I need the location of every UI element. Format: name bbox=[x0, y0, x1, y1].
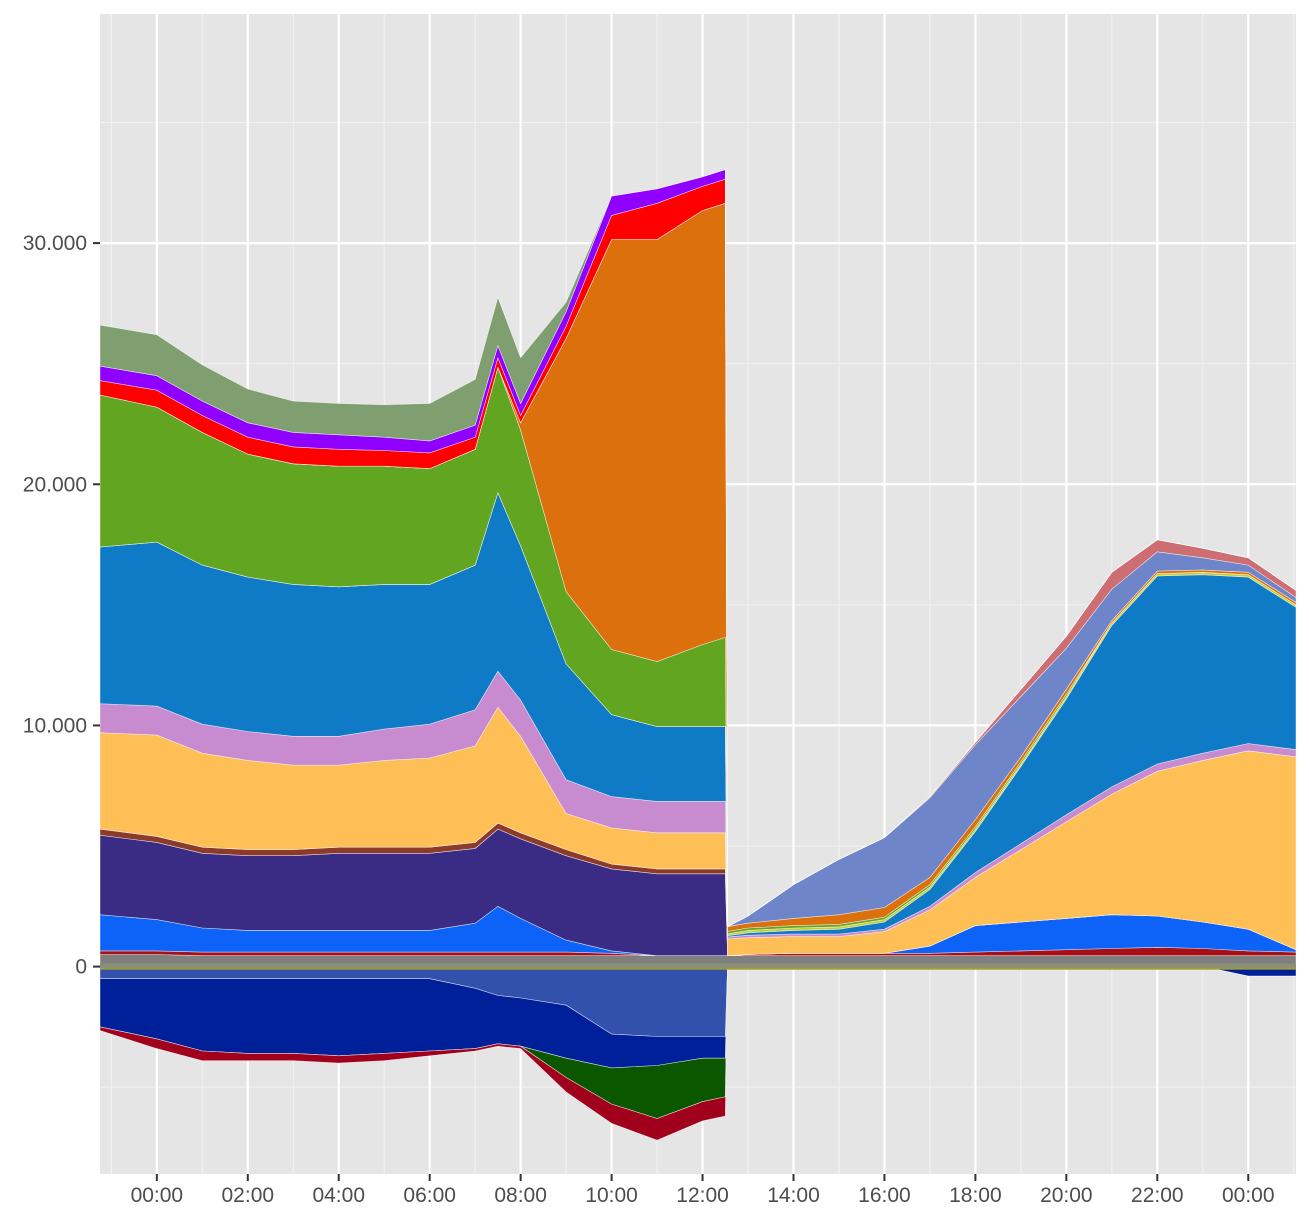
x-tick-label: 04:00 bbox=[312, 1184, 365, 1207]
x-tick-label: 00:00 bbox=[1222, 1184, 1275, 1207]
x-tick-label: 02:00 bbox=[222, 1184, 275, 1207]
y-tick-label: 30.000 bbox=[23, 232, 87, 255]
x-tick-label: 06:00 bbox=[403, 1184, 456, 1207]
x-axis: 00:00 02:00 04:00 06:00 08:00 10:00 12:00 14:00… bbox=[131, 1174, 1275, 1207]
x-tick-label: 20:00 bbox=[1040, 1184, 1093, 1207]
zero-band-olive bbox=[100, 967, 1296, 970]
area-sage-green bbox=[99, 169, 1297, 928]
x-tick-label: 14:00 bbox=[767, 1184, 820, 1207]
y-axis: 0 10.000 20.000 30.000 bbox=[23, 232, 100, 979]
x-tick-label: 16:00 bbox=[858, 1184, 911, 1207]
x-tick-label: 18:00 bbox=[949, 1184, 1002, 1207]
x-tick-label: 10:00 bbox=[585, 1184, 638, 1207]
x-tick-label: 08:00 bbox=[494, 1184, 547, 1207]
x-tick-label: 12:00 bbox=[676, 1184, 729, 1207]
area-series bbox=[99, 169, 1297, 1141]
area-crimson bbox=[99, 966, 1296, 1141]
y-tick-label: 10.000 bbox=[23, 714, 87, 737]
zero-band bbox=[100, 963, 1296, 970]
y-tick-label: 20.000 bbox=[23, 473, 87, 496]
zero-band-gray bbox=[100, 963, 1296, 970]
y-tick-label: 0 bbox=[75, 956, 87, 979]
x-tick-label: 22:00 bbox=[1131, 1184, 1184, 1207]
x-tick-label: 00:00 bbox=[131, 1184, 184, 1207]
